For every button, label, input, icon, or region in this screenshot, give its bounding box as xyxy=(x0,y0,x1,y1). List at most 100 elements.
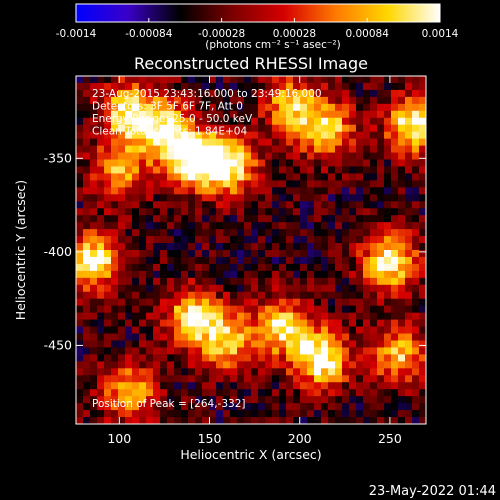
heatmap-cell xyxy=(363,263,371,272)
heatmap-cell xyxy=(300,131,308,140)
heatmap-cell xyxy=(118,410,126,418)
heatmap-cell xyxy=(244,403,252,411)
heatmap-cell xyxy=(153,340,161,348)
heatmap-cell xyxy=(314,82,322,91)
heatmap-cell xyxy=(230,229,238,237)
heatmap-cell xyxy=(97,243,105,251)
heatmap-cell xyxy=(188,124,196,133)
heatmap-cell xyxy=(202,382,210,390)
heatmap-cell xyxy=(223,347,231,355)
heatmap-cell xyxy=(181,333,189,341)
heatmap-cell xyxy=(251,375,259,383)
heatmap-cell xyxy=(391,76,399,84)
heatmap-cell xyxy=(398,410,406,418)
heatmap-cell xyxy=(384,354,392,362)
heatmap-cell xyxy=(356,243,364,251)
heatmap-cell xyxy=(90,396,98,404)
heatmap-cell xyxy=(209,180,217,188)
heatmap-cell xyxy=(258,208,266,216)
heatmap-cell xyxy=(209,291,217,300)
heatmap-cell xyxy=(90,201,98,209)
heatmap-cell xyxy=(279,166,287,174)
heatmap-cell xyxy=(405,319,413,327)
heatmap-cell xyxy=(314,298,322,307)
heatmap-cell xyxy=(83,96,91,105)
heatmap-cell xyxy=(251,368,259,376)
heatmap-cell xyxy=(111,396,119,404)
heatmap-cell xyxy=(335,145,343,153)
heatmap-cell xyxy=(335,117,343,126)
heatmap-cell xyxy=(223,208,231,216)
heatmap-cell xyxy=(181,396,189,404)
heatmap-cell xyxy=(419,201,426,209)
heatmap-cell xyxy=(230,131,238,140)
heatmap-cell xyxy=(146,117,154,126)
heatmap-cell xyxy=(286,319,294,327)
heatmap-cell xyxy=(419,131,426,140)
heatmap-cell xyxy=(139,277,147,286)
heatmap-cell xyxy=(363,410,371,418)
heatmap-cell xyxy=(125,263,133,272)
heatmap-cell xyxy=(174,340,182,348)
heatmap-cell xyxy=(195,194,203,202)
heatmap-cell xyxy=(419,333,426,341)
heatmap-cell xyxy=(174,110,182,119)
heatmap-cell xyxy=(328,222,336,230)
heatmap-cell xyxy=(293,159,301,167)
heatmap-cell xyxy=(300,291,308,300)
heatmap-cell xyxy=(405,333,413,341)
heatmap-cell xyxy=(202,222,210,230)
heatmap-cell xyxy=(118,326,126,334)
heatmap-cell xyxy=(265,243,273,251)
heatmap-cell xyxy=(139,243,147,251)
x-tick-label: 100 xyxy=(107,431,131,446)
heatmap-cell xyxy=(279,368,287,376)
heatmap-cell xyxy=(272,159,280,167)
heatmap-cell xyxy=(314,368,322,376)
heatmap-cell xyxy=(314,208,322,216)
heatmap-cell xyxy=(167,76,175,84)
heatmap-cell xyxy=(286,145,294,153)
heatmap-cell xyxy=(300,382,308,390)
heatmap-cell xyxy=(335,410,343,418)
heatmap-cell xyxy=(244,180,252,188)
heatmap-cell xyxy=(251,340,259,348)
heatmap-cell xyxy=(139,131,147,140)
heatmap-cell xyxy=(384,229,392,237)
y-tick-label: -400 xyxy=(44,244,72,259)
heatmap-cell xyxy=(153,229,161,237)
heatmap-cell xyxy=(223,194,231,202)
heatmap-cell xyxy=(237,96,245,105)
heatmap-cell xyxy=(356,326,364,334)
heatmap-cell xyxy=(153,256,161,265)
heatmap-cell xyxy=(244,201,252,209)
heatmap-cell xyxy=(230,347,238,355)
heatmap-cell xyxy=(412,340,420,348)
observation-info: 23-Aug-2015 23:43:16.000 to 23:49:16.000… xyxy=(92,88,322,138)
heatmap-cell xyxy=(76,361,84,369)
heatmap-cell xyxy=(391,243,399,251)
heatmap-cell xyxy=(398,103,406,112)
heatmap-cell xyxy=(258,173,266,181)
heatmap-cell xyxy=(181,194,189,202)
heatmap-cell xyxy=(111,389,119,397)
heatmap-cell xyxy=(272,236,280,244)
heatmap-cell xyxy=(160,291,168,300)
heatmap-cell xyxy=(363,291,371,300)
heatmap-cell xyxy=(76,333,84,341)
heatmap-cell xyxy=(377,347,385,355)
heatmap-cell xyxy=(377,319,385,327)
heatmap-cell xyxy=(160,382,168,390)
heatmap-cell xyxy=(328,298,336,307)
heatmap-cell xyxy=(146,326,154,334)
heatmap-cell xyxy=(384,389,392,397)
heatmap-cell xyxy=(167,159,175,167)
heatmap-cell xyxy=(90,333,98,341)
heatmap-cell xyxy=(258,382,266,390)
heatmap-cell xyxy=(188,173,196,181)
heatmap-cell xyxy=(97,270,105,279)
heatmap-cell xyxy=(104,277,112,286)
heatmap-cell xyxy=(398,291,406,300)
heatmap-cell xyxy=(412,236,420,244)
heatmap-cell xyxy=(90,375,98,383)
